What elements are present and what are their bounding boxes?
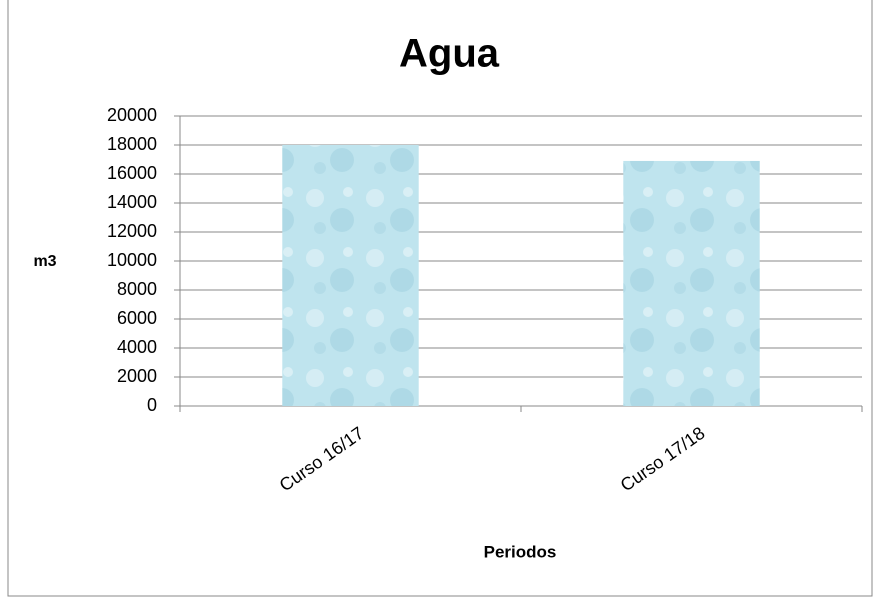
y-tick-label: 2000: [117, 366, 157, 386]
y-tick-label: 16000: [107, 163, 157, 183]
y-tick-label: 12000: [107, 221, 157, 241]
x-tick-label: Curso 16/17: [276, 423, 368, 496]
y-tick-label: 8000: [117, 279, 157, 299]
y-tick-label: 6000: [117, 308, 157, 328]
x-axis-label: Periodos: [484, 542, 557, 561]
x-tick-label: Curso 17/18: [617, 423, 709, 496]
y-axis-label: m3: [33, 253, 56, 270]
y-tick-label: 0: [147, 395, 157, 415]
chart-frame: [7, 0, 873, 597]
y-tick-label: 18000: [107, 134, 157, 154]
y-tick-label: 20000: [107, 105, 157, 125]
y-tick-label: 4000: [117, 337, 157, 357]
y-tick-label: 14000: [107, 192, 157, 212]
y-tick-label: 10000: [107, 250, 157, 270]
bar-texture: [282, 145, 419, 406]
bar-texture: [623, 160, 760, 406]
chart-title: Agua: [399, 32, 500, 76]
